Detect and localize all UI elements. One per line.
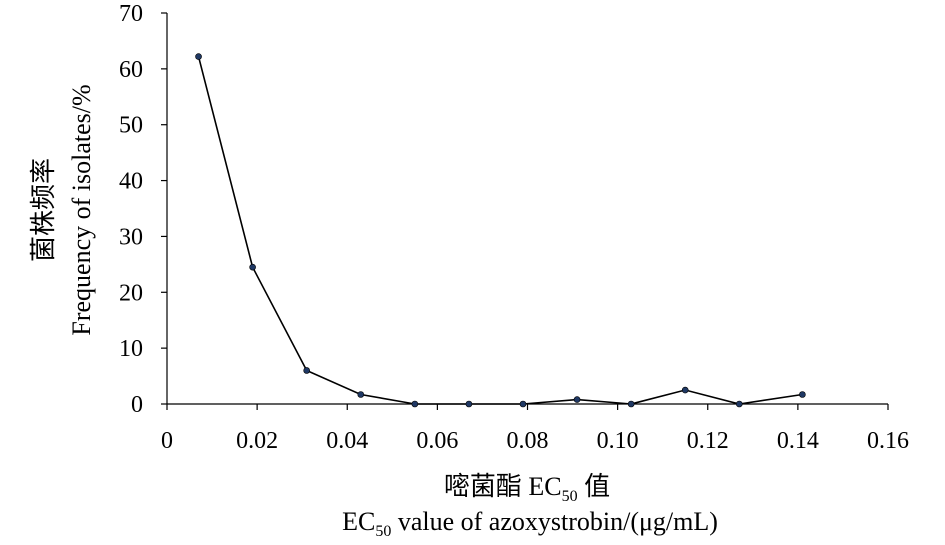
x-tick-label: 0.02 [236, 428, 278, 454]
x-tick-label: 0.16 [867, 428, 909, 454]
y-tick-label: 20 [119, 280, 143, 306]
data-point [681, 386, 689, 394]
x-axis-label-en-subscript: 50 [375, 523, 391, 540]
data-point [357, 391, 365, 398]
y-tick-label: 40 [119, 169, 143, 195]
x-axis-label-cn: 嘧菌酯 EC50 值 [444, 472, 610, 505]
x-axis-label-cn-suffix: 值 [578, 472, 611, 501]
data-point [519, 400, 527, 408]
data-point [799, 391, 806, 398]
data-point [303, 367, 310, 374]
y-tick-label: 30 [119, 224, 143, 250]
x-ticks: 0 0.02 0.04 0.06 0.08 0.10 0.12 0.14 0.16 [161, 404, 909, 454]
y-tick-label: 50 [119, 113, 143, 139]
x-tick-label: 0.12 [687, 428, 729, 454]
y-axis-label-cn: 菌株频率 [29, 158, 58, 262]
y-tick-label: 0 [131, 392, 143, 418]
data-point [465, 400, 473, 408]
data-point [195, 53, 202, 60]
x-tick-label: 0.08 [507, 428, 549, 454]
y-tick-label: 70 [119, 1, 143, 27]
y-ticks: 0 10 20 30 40 50 60 70 [119, 1, 167, 418]
y-axis-label-en: Frequency of isolates/% [67, 84, 96, 335]
data-point [249, 263, 256, 271]
x-axis-label-cn-prefix: 嘧菌酯 EC [444, 472, 562, 501]
data-point [735, 400, 743, 408]
y-tick-label: 10 [119, 336, 143, 362]
data-point [573, 396, 581, 403]
x-axis-label-en-prefix: EC [342, 507, 375, 536]
x-tick-label: 0.06 [416, 428, 458, 454]
axes [166, 13, 888, 405]
x-axis-label-en: EC50 value of azoxystrobin/(μg/mL) [342, 507, 718, 540]
x-tick-label: 0.14 [777, 428, 819, 454]
data-series [195, 53, 806, 408]
y-tick-label: 60 [119, 57, 143, 83]
data-point [627, 400, 635, 408]
x-tick-label: 0.10 [597, 428, 639, 454]
data-point [411, 400, 419, 408]
x-axis-label-cn-subscript: 50 [562, 488, 578, 505]
x-axis-label-en-suffix: value of azoxystrobin/(μg/mL) [391, 507, 718, 536]
x-tick-label: 0 [161, 428, 173, 454]
series-line [197, 56, 803, 405]
x-tick-label: 0.04 [326, 428, 368, 454]
